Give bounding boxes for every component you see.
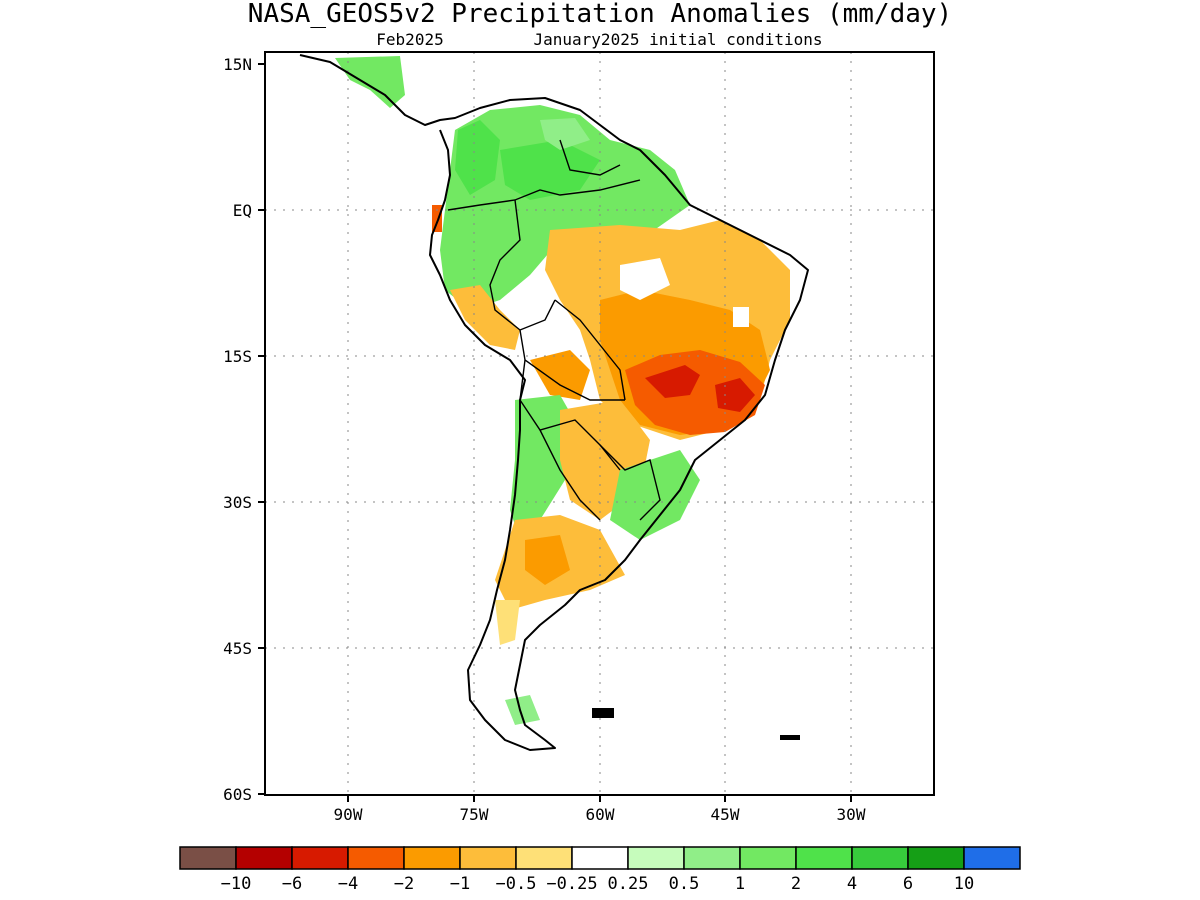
amazon-mid-wet-area [500,140,600,200]
colorbar-swatch [963,846,1021,870]
colorbar-swatch [795,846,853,870]
lon-tick-label: 60W [586,805,615,824]
amazon-neutral-patch [620,258,670,300]
colorbar-label: −6 [282,874,302,894]
colorbar-label: 0.25 [608,874,649,894]
forecast-month-label: Feb2025 [376,30,443,49]
central-america-wet-area [335,56,405,108]
coastline-outline [299,54,809,751]
colorbar-swatch [459,846,517,870]
lat-tick-label: 30S [223,493,252,512]
brazil-severe-dry-area [645,365,700,398]
bolivia-dry-area [530,350,590,400]
colorbar-swatch [907,846,965,870]
uruguay-wet-area [610,450,700,540]
colorbar-label: −4 [338,874,358,894]
colorbar-swatch [403,846,461,870]
patagonia-light-wet-area [505,695,540,725]
colorbar-swatch [235,846,293,870]
colorbar-swatch [179,846,237,870]
initial-conditions-label: January2025 initial conditions [534,30,823,49]
peru-dry-area [450,285,520,350]
argentina-moderate-dry-area [525,535,570,585]
country-borders [447,139,661,521]
lon-tick-label: 45W [711,805,740,824]
colorbar-label: 4 [847,874,857,894]
missing-data-patch [733,307,749,327]
lon-tick-label: 75W [460,805,489,824]
colorbar-label: 6 [903,874,913,894]
colorbar-swatch [515,846,573,870]
colorbar-label: −1 [450,874,470,894]
patagonia-slight-dry-area [495,600,520,645]
lat-tick-label: EQ [233,201,252,220]
colorbar-label: −0.25 [546,874,597,894]
falkland-islands [592,708,800,740]
lat-tick-label: 15N [223,55,252,74]
colorbar-swatch [571,846,629,870]
latitude-axis: 15N EQ 15S 30S 45S 60S [223,55,265,804]
colorbar-swatch [851,846,909,870]
colorbar-swatch [291,846,349,870]
colorbar-label: 2 [791,874,801,894]
colorbar-label: −10 [221,874,252,894]
colorbar-label: 1 [735,874,745,894]
colorbar-swatch [347,846,405,870]
amazon-light-wet-area [540,118,590,150]
lat-tick-label: 60S [223,785,252,804]
lon-tick-label: 30W [837,805,866,824]
colorbar-swatch [739,846,797,870]
lat-tick-label: 45S [223,639,252,658]
colorbar-label: −0.5 [496,874,537,894]
colorbar: −10 −6 −4 −2 −1 −0.5 −0.25 0.25 0.5 1 2 4 6 10 [179,846,1021,894]
colorbar-label: 0.5 [669,874,700,894]
colorbar-swatch [683,846,741,870]
lon-tick-label: 90W [334,805,363,824]
longitude-axis: 90W 75W 60W 45W 30W [334,795,866,824]
colombia-strong-wet-area [455,120,500,195]
colorbar-label: −2 [394,874,414,894]
map-title: NASA_GEOS5v2 Precipitation Anomalies (mm… [248,0,952,29]
map-plot-area [265,52,934,795]
anomaly-fill-layer [335,56,790,725]
ecuador-strong-dry-strip [432,205,442,232]
lat-lon-gridlines [265,52,934,795]
lat-tick-label: 15S [223,347,252,366]
brazil-strong-dry-area [625,350,765,435]
colorbar-swatch [627,846,685,870]
colorbar-label: 10 [954,874,974,894]
